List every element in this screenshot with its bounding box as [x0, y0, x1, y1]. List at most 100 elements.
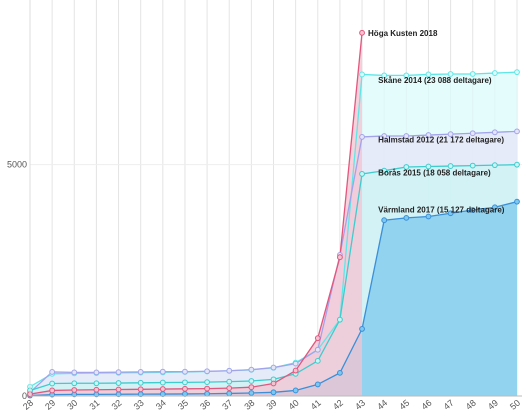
point-hoga-kusten-2018-34 — [159, 386, 166, 392]
x-tick-label-48: 48 — [464, 398, 478, 412]
point-halmstad-2012-21-172-deltagare-49 — [491, 129, 498, 136]
series-label-varmland-2017-15-127-deltagare: Värmland 2017 (15 127 deltagare) — [378, 206, 505, 215]
series-areas — [30, 32, 517, 397]
point-halmstad-2012-21-172-deltagare-33 — [137, 369, 144, 375]
point-varmland-2017-15-127-deltagare-47 — [447, 210, 454, 217]
point-boras-2015-18-058-deltagare-32 — [115, 380, 122, 386]
point-hoga-kusten-2018-36 — [204, 385, 210, 392]
point-varmland-2017-15-127-deltagare-46 — [425, 213, 432, 220]
series-label-hoga-kusten-2018: Höga Kusten 2018 — [368, 29, 438, 38]
point-boras-2015-18-058-deltagare-30 — [71, 380, 78, 387]
point-boras-2015-18-058-deltagare-33 — [137, 379, 144, 386]
point-varmland-2017-15-127-deltagare-50 — [514, 198, 520, 205]
series-points — [27, 29, 520, 399]
point-hoga-kusten-2018-39 — [270, 380, 277, 387]
point-hoga-kusten-2018-31 — [93, 386, 100, 393]
point-hoga-kusten-2018-40 — [292, 367, 299, 374]
point-halmstad-2012-21-172-deltagare-40 — [292, 360, 299, 367]
point-hoga-kusten-2018-33 — [137, 386, 144, 393]
point-halmstad-2012-21-172-deltagare-50 — [514, 128, 520, 135]
point-boras-2015-18-058-deltagare-44 — [381, 167, 388, 174]
point-varmland-2017-15-127-deltagare-40 — [292, 387, 299, 394]
x-tick-label-32: 32 — [110, 398, 124, 412]
point-boras-2015-18-058-deltagare-42 — [337, 316, 343, 323]
point-hoga-kusten-2018-43 — [359, 29, 365, 36]
x-tick-label-33: 33 — [132, 398, 146, 412]
point-halmstad-2012-21-172-deltagare-37 — [226, 367, 233, 374]
x-tick-label-46: 46 — [419, 398, 433, 412]
point-boras-2015-18-058-deltagare-31 — [93, 380, 100, 387]
point-skane-2014-23-088-deltagare-44 — [381, 72, 388, 79]
y-tick-label-5000: 5000 — [7, 160, 27, 170]
point-hoga-kusten-2018-41 — [314, 335, 321, 342]
point-boras-2015-18-058-deltagare-38 — [248, 378, 255, 384]
point-halmstad-2012-21-172-deltagare-47 — [447, 131, 454, 138]
point-hoga-kusten-2018-37 — [226, 385, 233, 392]
point-halmstad-2012-21-172-deltagare-45 — [403, 133, 410, 139]
line-hoga-kusten-2018 — [29, 32, 363, 395]
x-tick-label-45: 45 — [397, 398, 411, 412]
x-tick-label-37: 37 — [220, 398, 234, 412]
x-tick-label-47: 47 — [442, 398, 456, 412]
point-hoga-kusten-2018-29 — [49, 387, 56, 394]
point-varmland-2017-15-127-deltagare-36 — [204, 390, 210, 397]
x-tick-label-44: 44 — [375, 398, 389, 412]
x-tick-label-42: 42 — [331, 398, 345, 412]
point-halmstad-2012-21-172-deltagare-41 — [314, 346, 321, 353]
point-hoga-kusten-2018-35 — [182, 385, 188, 392]
x-tick-label-31: 31 — [87, 398, 101, 412]
point-halmstad-2012-21-172-deltagare-32 — [115, 369, 122, 376]
x-tick-label-39: 39 — [265, 398, 279, 412]
point-varmland-2017-15-127-deltagare-42 — [337, 369, 343, 376]
x-tick-label-40: 40 — [287, 398, 301, 412]
point-halmstad-2012-21-172-deltagare-48 — [469, 130, 476, 137]
point-varmland-2017-15-127-deltagare-49 — [491, 204, 498, 211]
point-boras-2015-18-058-deltagare-50 — [514, 161, 520, 168]
x-tick-label-28: 28 — [21, 398, 35, 412]
point-boras-2015-18-058-deltagare-45 — [403, 164, 410, 170]
point-halmstad-2012-21-172-deltagare-31 — [93, 369, 100, 376]
x-tick-label-43: 43 — [353, 398, 367, 412]
point-varmland-2017-15-127-deltagare-48 — [469, 207, 476, 213]
point-boras-2015-18-058-deltagare-37 — [226, 378, 233, 385]
point-halmstad-2012-21-172-deltagare-38 — [248, 366, 255, 373]
point-halmstad-2012-21-172-deltagare-29 — [49, 369, 56, 375]
point-boras-2015-18-058-deltagare-47 — [447, 163, 454, 169]
series-label-boras-2015-18-058-deltagare: Borås 2015 (18 058 deltagare) — [378, 169, 491, 178]
point-skane-2014-23-088-deltagare-47 — [447, 71, 454, 77]
point-halmstad-2012-21-172-deltagare-34 — [159, 368, 166, 375]
point-boras-2015-18-058-deltagare-35 — [182, 379, 188, 386]
point-boras-2015-18-058-deltagare-36 — [204, 379, 210, 386]
point-boras-2015-18-058-deltagare-34 — [159, 379, 166, 386]
point-boras-2015-18-058-deltagare-48 — [469, 162, 476, 169]
point-varmland-2017-15-127-deltagare-44 — [381, 217, 388, 224]
point-varmland-2017-15-127-deltagare-43 — [359, 326, 365, 332]
y-tick-label-0: 0 — [22, 391, 27, 401]
x-tick-label-38: 38 — [242, 398, 256, 412]
x-tick-label-34: 34 — [154, 398, 168, 412]
point-hoga-kusten-2018-42 — [337, 254, 343, 261]
point-boras-2015-18-058-deltagare-49 — [491, 162, 498, 169]
x-tick-label-41: 41 — [309, 398, 323, 412]
point-boras-2015-18-058-deltagare-29 — [49, 380, 56, 387]
area-hoga-kusten-2018 — [30, 32, 363, 397]
series-label-halmstad-2012-21-172-deltagare: Halmstad 2012 (21 172 deltagare) — [378, 135, 504, 144]
point-halmstad-2012-21-172-deltagare-44 — [381, 133, 388, 139]
point-boras-2015-18-058-deltagare-41 — [314, 357, 321, 364]
x-tick-label-49: 49 — [486, 398, 500, 412]
point-skane-2014-23-088-deltagare-50 — [514, 69, 520, 76]
point-halmstad-2012-21-172-deltagare-36 — [204, 368, 210, 375]
point-skane-2014-23-088-deltagare-49 — [491, 70, 498, 76]
series-labels: Skåne 2014 (23 088 deltagare) Halmstad 20… — [368, 29, 505, 215]
series-label-skane-2014-23-088-deltagare: Skåne 2014 (23 088 deltagare) — [378, 76, 492, 85]
area-varmland-2017-15-127-deltagare — [30, 201, 517, 396]
x-tick-label-29: 29 — [43, 398, 57, 412]
point-halmstad-2012-21-172-deltagare-30 — [71, 369, 78, 376]
point-skane-2014-23-088-deltagare-45 — [403, 72, 410, 79]
point-skane-2014-23-088-deltagare-46 — [425, 71, 432, 78]
point-varmland-2017-15-127-deltagare-38 — [248, 390, 255, 396]
point-halmstad-2012-21-172-deltagare-46 — [425, 132, 432, 138]
point-halmstad-2012-21-172-deltagare-43 — [359, 134, 365, 140]
